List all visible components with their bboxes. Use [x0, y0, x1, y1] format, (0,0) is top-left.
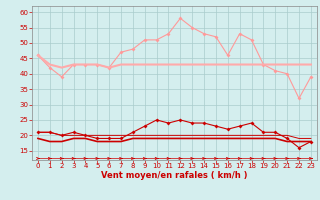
X-axis label: Vent moyen/en rafales ( km/h ): Vent moyen/en rafales ( km/h ): [101, 171, 248, 180]
